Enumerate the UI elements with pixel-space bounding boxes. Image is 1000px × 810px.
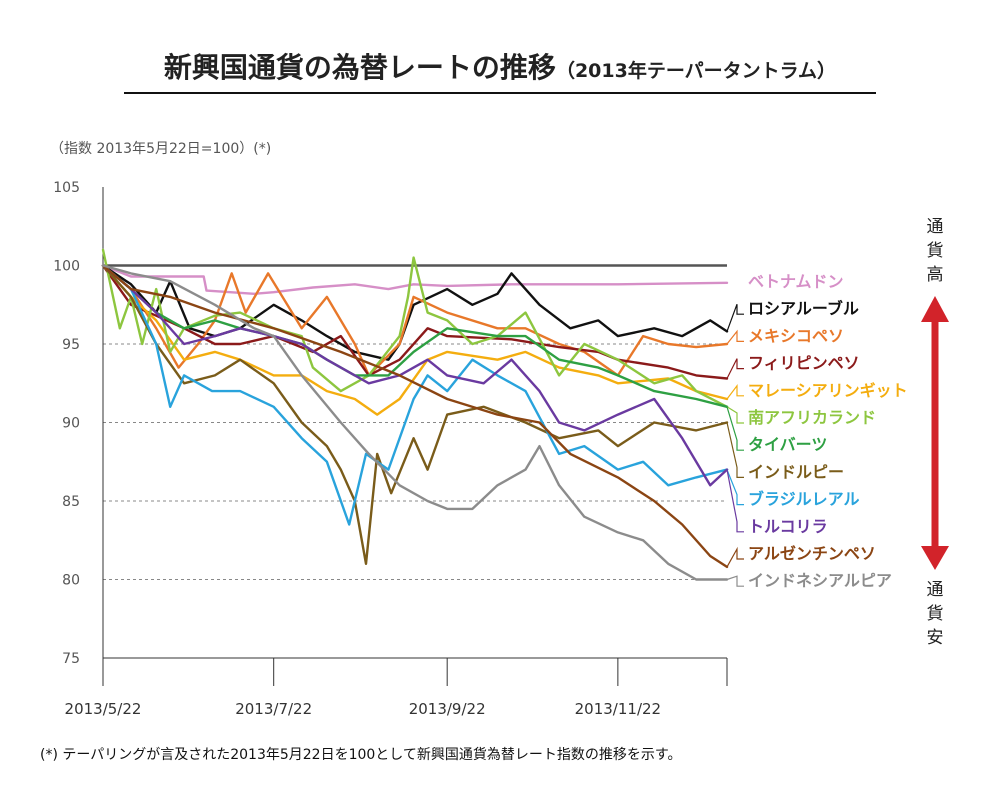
arrow-head-down — [921, 546, 949, 570]
currency-down-char-2: 貨 — [926, 604, 944, 624]
series-label-2: メキシコペソ — [748, 326, 844, 345]
series-label-3: フィリピンペソ — [748, 354, 860, 373]
series-line-9 — [101, 264, 729, 487]
x-tick-label: 2013/5/22 — [65, 700, 142, 718]
y-tick-label: 100 — [53, 259, 80, 275]
y-tick-label: 80 — [62, 573, 80, 589]
footnote: (*) テーパリングが言及された2013年5月22日を100として新興国通貨為替… — [40, 747, 682, 763]
series-label-9: トルコリラ — [748, 517, 828, 536]
series-leader-11 — [726, 575, 744, 587]
series-leader-1 — [726, 303, 744, 332]
index-unit-note: （指数 2013年5月22日=100）(*) — [50, 141, 272, 157]
series-line-5 — [101, 248, 729, 408]
series-leader-5 — [726, 406, 744, 424]
currency-up-char-1: 通 — [926, 217, 944, 237]
y-tick-label: 85 — [62, 494, 80, 510]
series-leader-7 — [726, 422, 744, 478]
series-leader-10 — [726, 546, 744, 568]
series-label-10: アルゼンチンペソ — [748, 544, 876, 563]
series-leader-9 — [726, 469, 744, 533]
series-label-6: タイバーツ — [748, 435, 827, 454]
series-line-11 — [101, 264, 729, 581]
series-labels-layer: ベトナムドンロシアルーブルメキシコペソフィリピンペソマレーシアリンギット南アフリ… — [726, 272, 908, 590]
series-line-6 — [101, 264, 729, 408]
series-label-4: マレーシアリンギット — [748, 381, 908, 400]
series-leader-8 — [726, 469, 744, 506]
currency-up-char-3: 高 — [926, 265, 944, 285]
arrow-head-up — [921, 296, 949, 322]
chart-title-sub: （2013年テーパータントラム） — [555, 60, 837, 82]
x-tick-label: 2013/7/22 — [235, 700, 312, 718]
currency-down-char-3: 安 — [926, 628, 944, 648]
grid-layer — [103, 264, 727, 580]
series-line-0 — [101, 264, 729, 295]
series-leader-2 — [726, 329, 744, 345]
series-line-10 — [101, 264, 729, 569]
series-line-8 — [101, 264, 729, 526]
x-tick-label: 2013/11/22 — [575, 700, 661, 718]
chart-title: 新興国通貨の為替レートの推移（2013年テーパータントラム） — [0, 46, 1000, 86]
chart-title-main: 新興国通貨の為替レートの推移 — [163, 51, 556, 84]
series-line-7 — [101, 264, 729, 565]
y-tick-label: 90 — [62, 416, 80, 432]
series-leader-4 — [726, 384, 744, 400]
y-tick-label: 75 — [62, 651, 80, 667]
y-tick-label: 105 — [53, 180, 80, 196]
series-label-7: インドルピー — [748, 462, 844, 481]
currency-up-char-2: 貨 — [926, 241, 944, 261]
series-label-0: ベトナムドン — [748, 272, 844, 291]
series-line-2 — [101, 264, 729, 377]
series-label-5: 南アフリカランド — [748, 408, 876, 427]
series-layer — [101, 248, 729, 581]
direction-arrow — [921, 296, 949, 570]
currency-up-label: 通 貨 高 — [922, 215, 948, 287]
series-leader-3 — [726, 358, 744, 379]
axes-layer: 75 80 85 90 95 100 105 2013/5/22 2013/7/22 2013/9… — [53, 180, 728, 718]
series-label-1: ロシアルーブル — [748, 299, 859, 318]
y-tick-label: 95 — [62, 337, 80, 353]
currency-down-char-1: 通 — [926, 580, 944, 600]
series-leader-6 — [726, 406, 744, 451]
title-underline — [124, 92, 876, 94]
series-label-11: インドネシアルピア — [748, 571, 892, 590]
series-label-8: ブラジルレアル — [748, 490, 860, 509]
x-tick-label: 2013/9/22 — [409, 700, 486, 718]
currency-down-label: 通 貨 安 — [922, 578, 948, 650]
series-line-4 — [101, 264, 729, 416]
